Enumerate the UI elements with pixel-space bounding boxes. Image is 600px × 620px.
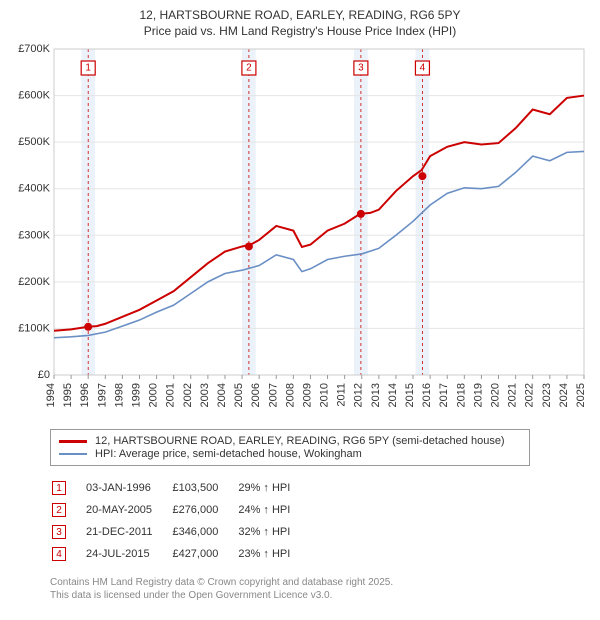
svg-text:£200K: £200K [18, 276, 50, 288]
svg-text:£700K: £700K [18, 43, 50, 55]
event-table: 1 03-JAN-1996£103,50029% ↑ HPI 2 20-MAY-200… [50, 476, 310, 566]
svg-text:2010: 2010 [319, 383, 331, 407]
event-marker: 2 [52, 503, 66, 517]
legend: 12, HARTSBOURNE ROAD, EARLEY, READING, R… [50, 429, 530, 466]
chart-title: 12, HARTSBOURNE ROAD, EARLEY, READING, R… [10, 8, 590, 39]
svg-text:2003: 2003 [199, 383, 211, 407]
svg-text:2004: 2004 [216, 383, 228, 407]
svg-text:2002: 2002 [182, 383, 194, 407]
event-row: 2 20-MAY-2005£276,00024% ↑ HPI [52, 500, 308, 520]
event-price: £346,000 [172, 522, 236, 542]
footer-line2: This data is licensed under the Open Gov… [50, 589, 590, 602]
svg-text:£500K: £500K [18, 136, 50, 148]
svg-text:1999: 1999 [130, 383, 142, 407]
svg-text:3: 3 [358, 63, 364, 74]
svg-text:2014: 2014 [387, 383, 399, 407]
legend-label: HPI: Average price, semi-detached house,… [95, 448, 362, 460]
event-price: £276,000 [172, 500, 236, 520]
event-marker: 1 [52, 481, 66, 495]
event-marker: 4 [52, 547, 66, 561]
footer: Contains HM Land Registry data © Crown c… [50, 576, 590, 602]
svg-text:2006: 2006 [250, 383, 262, 407]
chart-container: 12, HARTSBOURNE ROAD, EARLEY, READING, R… [0, 0, 600, 620]
title-line1: 12, HARTSBOURNE ROAD, EARLEY, READING, R… [10, 8, 590, 24]
event-delta: 32% ↑ HPI [238, 522, 308, 542]
title-line2: Price paid vs. HM Land Registry's House … [10, 24, 590, 40]
svg-text:2020: 2020 [490, 383, 502, 407]
svg-text:£100K: £100K [18, 323, 50, 335]
svg-text:1998: 1998 [113, 383, 125, 407]
svg-text:4: 4 [420, 63, 426, 74]
svg-text:£400K: £400K [18, 183, 50, 195]
svg-text:£600K: £600K [18, 90, 50, 102]
svg-text:2023: 2023 [541, 383, 553, 407]
legend-item: 12, HARTSBOURNE ROAD, EARLEY, READING, R… [59, 435, 521, 447]
event-row: 3 21-DEC-2011£346,00032% ↑ HPI [52, 522, 308, 542]
svg-text:2024: 2024 [558, 383, 570, 407]
chart-svg: £0 £100K £200K £300K £400K £500K £600K £700K 199… [10, 43, 590, 423]
svg-text:2016: 2016 [421, 383, 433, 407]
svg-text:1997: 1997 [96, 383, 108, 407]
legend-swatch [59, 440, 87, 443]
svg-text:2021: 2021 [507, 383, 519, 407]
legend-label: 12, HARTSBOURNE ROAD, EARLEY, READING, R… [95, 435, 505, 447]
event-delta: 23% ↑ HPI [238, 544, 308, 564]
svg-text:2000: 2000 [148, 383, 160, 407]
svg-text:2017: 2017 [438, 383, 450, 407]
svg-text:1994: 1994 [45, 383, 57, 407]
svg-text:2022: 2022 [524, 383, 536, 407]
svg-text:2007: 2007 [267, 383, 279, 407]
svg-text:2019: 2019 [472, 383, 484, 407]
svg-text:2015: 2015 [404, 383, 416, 407]
legend-swatch [59, 453, 87, 455]
svg-text:2013: 2013 [370, 383, 382, 407]
svg-text:2011: 2011 [336, 383, 348, 407]
event-date: 03-JAN-1996 [86, 478, 170, 498]
event-date: 24-JUL-2015 [86, 544, 170, 564]
event-row: 1 03-JAN-1996£103,50029% ↑ HPI [52, 478, 308, 498]
svg-text:2005: 2005 [233, 383, 245, 407]
svg-text:£0: £0 [38, 369, 50, 381]
svg-text:2012: 2012 [353, 383, 365, 407]
svg-text:2: 2 [246, 63, 252, 74]
event-marker: 3 [52, 525, 66, 539]
chart-plot: £0 £100K £200K £300K £400K £500K £600K £700K 199… [10, 43, 590, 423]
svg-text:1995: 1995 [62, 383, 74, 407]
footer-line1: Contains HM Land Registry data © Crown c… [50, 576, 590, 589]
event-delta: 29% ↑ HPI [238, 478, 308, 498]
event-date: 20-MAY-2005 [86, 500, 170, 520]
svg-text:2009: 2009 [301, 383, 313, 407]
event-price: £427,000 [172, 544, 236, 564]
svg-text:£300K: £300K [18, 229, 50, 241]
svg-text:2025: 2025 [575, 383, 587, 407]
event-delta: 24% ↑ HPI [238, 500, 308, 520]
svg-text:2008: 2008 [284, 383, 296, 407]
svg-text:2018: 2018 [455, 383, 467, 407]
svg-text:1: 1 [85, 63, 91, 74]
event-row: 4 24-JUL-2015£427,00023% ↑ HPI [52, 544, 308, 564]
event-date: 21-DEC-2011 [86, 522, 170, 542]
legend-item: HPI: Average price, semi-detached house,… [59, 448, 521, 460]
svg-text:2001: 2001 [165, 383, 177, 407]
svg-text:1996: 1996 [79, 383, 91, 407]
event-price: £103,500 [172, 478, 236, 498]
